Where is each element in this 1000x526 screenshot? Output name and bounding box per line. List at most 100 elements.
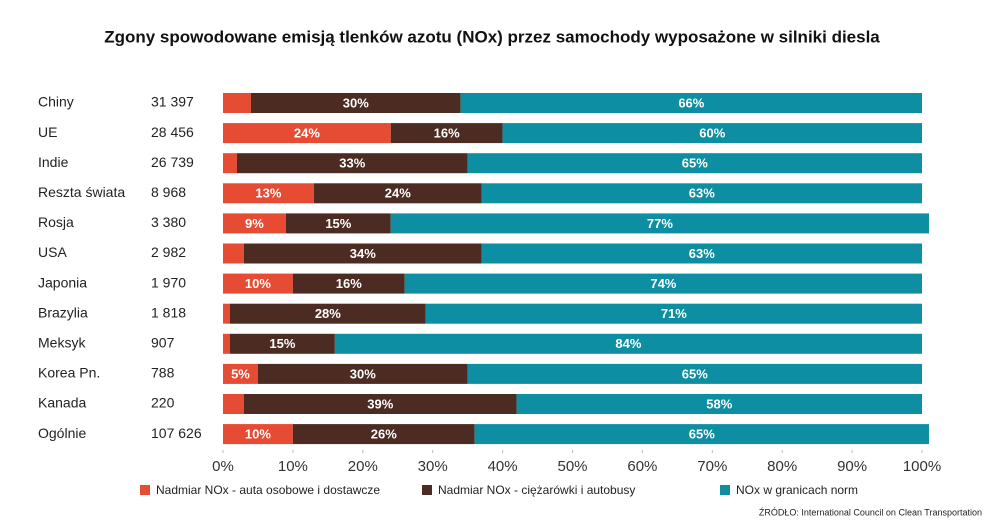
category-label: Reszta świata	[38, 184, 125, 200]
bar-segment	[236, 153, 468, 174]
x-tick-label: 90%	[837, 458, 867, 475]
legend-label: NOx w granicach norm	[736, 483, 858, 497]
total-label: 31 397	[151, 94, 194, 110]
bar-segment	[257, 363, 468, 384]
category-label: Rosja	[38, 214, 74, 230]
bar-segment	[285, 213, 391, 234]
bar-segment	[502, 123, 922, 144]
value-label: 10%	[245, 276, 271, 291]
legend-swatch	[720, 485, 730, 495]
x-tick-label: 40%	[488, 458, 518, 475]
total-label: 8 968	[151, 184, 186, 200]
bar-segment	[425, 303, 922, 324]
bar-segment	[516, 394, 922, 414]
value-label: 30%	[343, 95, 369, 110]
bar-segment	[404, 273, 922, 294]
value-label: 15%	[325, 216, 351, 231]
value-label: 9%	[245, 216, 264, 231]
category-label: Korea Pn.	[38, 365, 100, 381]
total-label: 1 970	[151, 274, 186, 290]
bar-segment	[223, 273, 293, 294]
total-label: 220	[151, 395, 175, 411]
x-tick-label: 80%	[767, 458, 797, 475]
bar-segment	[467, 153, 922, 174]
source: ŹRÓDŁO: International Council on Clean T…	[759, 507, 982, 517]
category-label: Ogólnie	[38, 425, 86, 441]
bar-segment	[390, 213, 929, 234]
value-label: 65%	[682, 366, 708, 381]
value-label: 65%	[689, 427, 715, 442]
value-label: 28%	[315, 306, 341, 321]
total-label: 28 456	[151, 124, 194, 140]
bar-segment	[223, 363, 258, 384]
x-tick-label: 70%	[697, 458, 727, 475]
bar-segment	[474, 424, 929, 445]
value-label: 65%	[682, 156, 708, 171]
category-label: Brazylia	[38, 304, 88, 320]
value-label: 39%	[367, 396, 393, 411]
x-tick-label: 30%	[418, 458, 448, 475]
x-tick-label: 0%	[212, 458, 234, 475]
bar-segment	[460, 93, 922, 113]
bar-segment	[223, 213, 286, 234]
value-label: 30%	[350, 366, 376, 381]
value-label: 77%	[647, 216, 673, 231]
value-label: 5%	[231, 366, 250, 381]
value-label: 74%	[650, 276, 676, 291]
total-label: 1 818	[151, 304, 186, 320]
bar-segment	[243, 243, 482, 264]
category-label: Japonia	[38, 274, 87, 290]
legend-swatch	[422, 485, 432, 495]
x-tick-label: 10%	[278, 458, 308, 475]
value-label: 24%	[385, 186, 411, 201]
value-label: 66%	[678, 95, 704, 110]
bar-segment	[223, 303, 230, 324]
category-label: UE	[38, 124, 57, 140]
total-label: 907	[151, 335, 175, 351]
bar-segment	[223, 153, 237, 174]
category-label: Kanada	[38, 395, 86, 411]
value-label: 60%	[699, 126, 725, 141]
chart-title: Zgony spowodowane emisją tlenków azotu (…	[104, 27, 880, 46]
value-label: 16%	[336, 276, 362, 291]
total-label: 788	[151, 365, 175, 381]
category-label: Chiny	[38, 94, 74, 110]
bar-segment	[292, 273, 405, 294]
bar-segment	[481, 243, 922, 264]
value-label: 71%	[661, 306, 687, 321]
category-label: Meksyk	[38, 335, 86, 351]
value-label: 84%	[615, 336, 641, 351]
bar-segment	[223, 394, 244, 414]
bar-segment	[243, 394, 517, 414]
x-tick-label: 100%	[903, 458, 941, 475]
legend-label: Nadmiar NOx - auta osobowe i dostawcze	[156, 483, 380, 497]
x-tick-label: 50%	[557, 458, 587, 475]
value-label: 63%	[689, 186, 715, 201]
total-label: 2 982	[151, 244, 186, 260]
bar-segment	[223, 93, 251, 113]
bar-segment	[467, 363, 922, 384]
value-label: 33%	[339, 156, 365, 171]
bar-segment	[334, 333, 923, 354]
category-label: USA	[38, 244, 67, 260]
bar-segment	[223, 123, 391, 144]
category-label: Indie	[38, 154, 69, 170]
bar-segment	[223, 424, 293, 445]
total-label: 107 626	[151, 425, 202, 441]
bar-segment	[313, 183, 482, 204]
value-label: 10%	[245, 427, 271, 442]
bar-segment	[229, 333, 335, 354]
bar-segment	[223, 183, 314, 204]
total-label: 3 380	[151, 214, 186, 230]
value-label: 24%	[294, 126, 320, 141]
bar-segment	[390, 123, 503, 144]
bar-segment	[223, 333, 230, 354]
total-label: 26 739	[151, 154, 194, 170]
bar-segment	[229, 303, 426, 324]
x-tick-label: 20%	[348, 458, 378, 475]
value-label: 13%	[255, 186, 281, 201]
value-label: 16%	[434, 126, 460, 141]
value-label: 58%	[706, 396, 732, 411]
bar-segment	[223, 243, 244, 264]
